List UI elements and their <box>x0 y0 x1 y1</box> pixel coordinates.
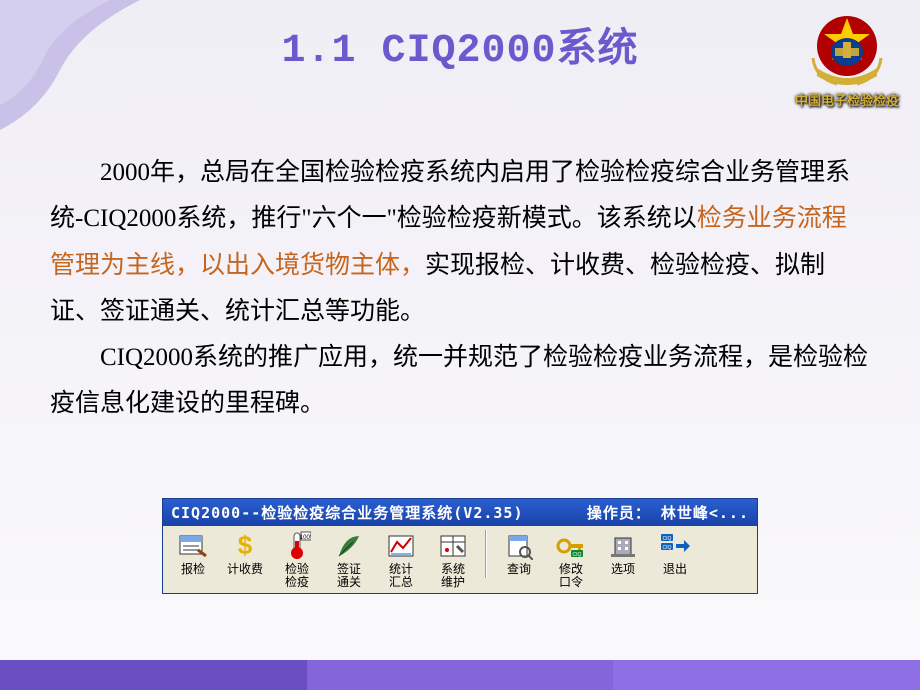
jishoufei-button[interactable]: $ 计收费 <box>221 530 269 589</box>
toolbar-body: 报检 $ 计收费 100° 检验检疫 签证通关 统计汇总 系统维护 查询 CIQ 修改口令 选项 CI… <box>163 526 757 593</box>
chaxun-button[interactable]: 查询 <box>495 530 543 589</box>
titlebar-right: 操作员： 林世峰<... <box>587 502 749 523</box>
svg-text:CIQ: CIQ <box>663 536 672 542</box>
baojian-button[interactable]: 报检 <box>169 530 217 589</box>
chaxun-label: 查询 <box>507 563 531 576</box>
toolbar-titlebar: CIQ2000--检验检疫综合业务管理系统(V2.35) 操作员： 林世峰<..… <box>163 499 757 526</box>
ciq-toolbar-screenshot: CIQ2000--检验检疫综合业务管理系统(V2.35) 操作员： 林世峰<..… <box>162 498 758 594</box>
building-icon <box>607 530 639 562</box>
body-text: 2000年，总局在全国检验检疫系统内启用了检验检疫综合业务管理系统-CIQ200… <box>50 150 870 428</box>
titlebar-left: CIQ2000--检验检疫综合业务管理系统(V2.35) <box>171 502 524 523</box>
xuanxiang-button[interactable]: 选项 <box>599 530 647 589</box>
key-icon: CIQ <box>555 530 587 562</box>
chart-icon <box>385 530 417 562</box>
tongji-button[interactable]: 统计汇总 <box>377 530 425 589</box>
xiugai-button[interactable]: CIQ 修改口令 <box>547 530 595 589</box>
svg-text:CIQ: CIQ <box>663 545 672 551</box>
footer-bar <box>0 660 920 690</box>
emblem-icon <box>807 8 887 88</box>
tongji-label: 统计汇总 <box>389 563 413 589</box>
svg-text:100°: 100° <box>300 535 311 541</box>
corner-decoration <box>0 0 140 140</box>
dollar-icon: $ <box>229 530 261 562</box>
weihu-button[interactable]: 系统维护 <box>429 530 477 589</box>
search-icon <box>503 530 535 562</box>
svg-text:$: $ <box>238 532 253 560</box>
emblem: 中国电子检验检疫 <box>792 8 902 109</box>
jishoufei-label: 计收费 <box>227 563 263 576</box>
exit-icon: CIQ CIQ <box>659 530 691 562</box>
xuanxiang-label: 选项 <box>611 563 635 576</box>
toolbar-separator <box>485 530 487 578</box>
qianzheng-label: 签证通关 <box>337 563 361 589</box>
svg-text:CIQ: CIQ <box>573 552 582 558</box>
thermo-icon: 100° <box>281 530 313 562</box>
wrench-icon <box>437 530 469 562</box>
paragraph-2: CIQ2000系统的推广应用，统一并规范了检验检疫业务流程，是检验检疫信息化建设… <box>50 335 870 428</box>
qianzheng-button[interactable]: 签证通关 <box>325 530 373 589</box>
weihu-label: 系统维护 <box>441 563 465 589</box>
tuichu-button[interactable]: CIQ CIQ 退出 <box>651 530 699 589</box>
feather-icon <box>333 530 365 562</box>
xiugai-label: 修改口令 <box>559 563 583 589</box>
emblem-subtitle: 中国电子检验检疫 <box>792 90 902 109</box>
form-icon <box>177 530 209 562</box>
baojian-label: 报检 <box>181 563 205 576</box>
paragraph-1: 2000年，总局在全国检验检疫系统内启用了检验检疫综合业务管理系统-CIQ200… <box>50 150 870 335</box>
jianyan-label: 检验检疫 <box>285 563 309 589</box>
jianyan-button[interactable]: 100° 检验检疫 <box>273 530 321 589</box>
tuichu-label: 退出 <box>663 563 687 576</box>
